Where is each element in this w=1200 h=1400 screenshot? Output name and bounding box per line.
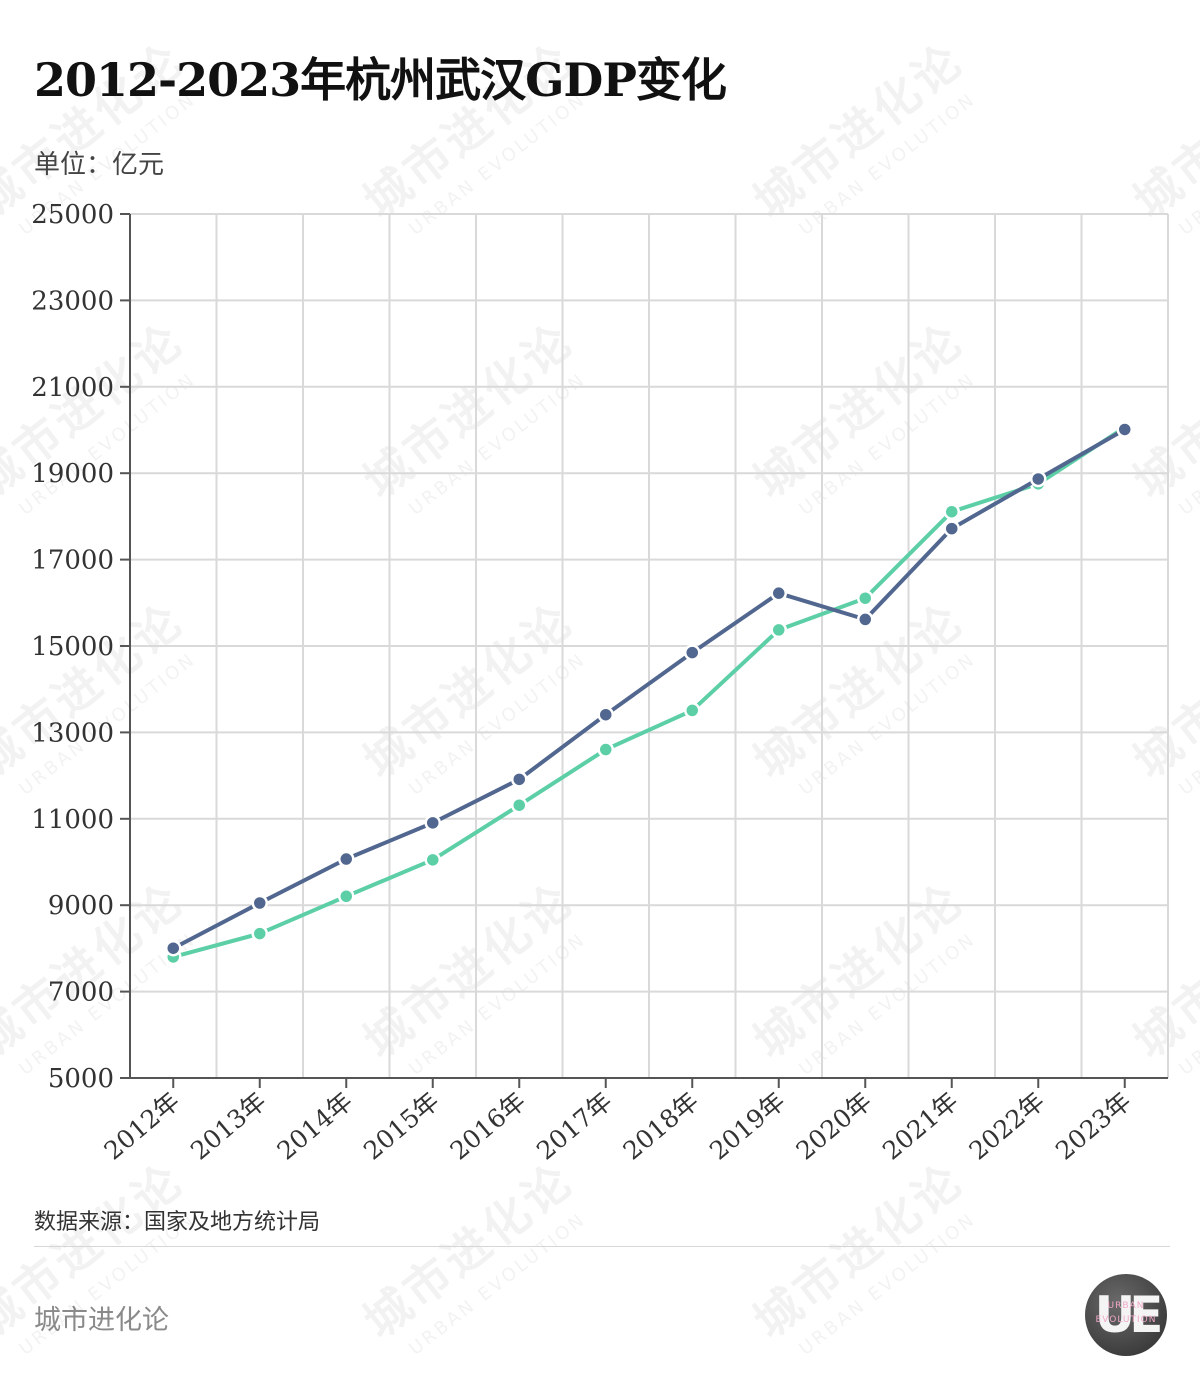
data-point: [1030, 470, 1047, 488]
unit-label: 单位：亿元: [34, 150, 165, 180]
data-point: [770, 584, 787, 602]
x-tick-label: 2014年: [272, 1086, 359, 1165]
data-point: [424, 814, 441, 832]
data-point: [338, 888, 355, 905]
x-tick-label: 2017年: [531, 1086, 618, 1165]
data-point: [597, 741, 614, 758]
y-tick-label: 17000: [31, 546, 114, 576]
y-tick-label: 5000: [48, 1064, 114, 1094]
watermark-subtext: URBAN EVOLUTION: [795, 1209, 980, 1360]
y-tick-label: 21000: [31, 373, 114, 403]
x-tick-label: 2019年: [704, 1086, 791, 1165]
x-tick-label: 2021年: [877, 1086, 964, 1165]
y-tick-label: 11000: [31, 805, 114, 835]
x-tick-label: 2016年: [445, 1086, 532, 1165]
gdp-line-chart: 5000 7000 9000 11000 13000 15000 17000 19000 210…: [31, 200, 1169, 1166]
data-point: [857, 611, 874, 628]
y-tick-label: 15000: [31, 632, 114, 662]
brand-name: 城市进化论: [34, 1305, 169, 1336]
data-point: [943, 503, 960, 520]
series-group: [165, 419, 1133, 966]
brand-logo: UE URBAN EVOLUTION: [1085, 1274, 1167, 1356]
data-point: [251, 925, 268, 942]
chart-grid: [130, 213, 1169, 1078]
x-tick-label: 2018年: [618, 1086, 705, 1165]
data-point: [684, 644, 701, 661]
data-source: 数据来源：国家及地方统计局: [34, 1210, 321, 1235]
data-point: [1116, 421, 1133, 438]
y-tick-label: 25000: [31, 200, 114, 230]
logo-text-evolution: EVOLUTION: [1095, 1315, 1157, 1325]
y-tick-label: 23000: [31, 286, 114, 316]
x-tick-label: 2022年: [964, 1086, 1051, 1165]
x-axis-ticks: 2012年 2013年 2014年 2015年 2016年 2017年 2018年 2019年…: [99, 1078, 1137, 1166]
series-line: [171, 425, 1127, 959]
y-axis-ticks: 5000 7000 9000 11000 13000 15000 17000 19000 210…: [31, 200, 130, 1094]
data-point: [943, 520, 960, 537]
page-title: 2012-2023年杭州武汉GDP变化: [34, 53, 727, 107]
data-point: [251, 894, 268, 912]
x-tick-label: 2012年: [99, 1086, 186, 1165]
logo-mark: UE: [1094, 1286, 1164, 1344]
y-tick-label: 9000: [48, 891, 114, 921]
footer-divider: [34, 1246, 1170, 1247]
watermark-subtext: URBAN EVOLUTION: [405, 1209, 590, 1360]
series-group: [165, 421, 1133, 957]
series-line: [171, 427, 1127, 951]
x-tick-label: 2015年: [358, 1086, 445, 1165]
logo-text-urban: URBAN: [1107, 1301, 1145, 1311]
data-point: [165, 939, 182, 957]
chart-series: [165, 419, 1133, 966]
y-tick-label: 19000: [31, 459, 114, 489]
x-tick-label: 2023年: [1050, 1086, 1137, 1165]
y-tick-label: 13000: [31, 718, 114, 748]
data-point: [338, 850, 355, 868]
data-point: [857, 589, 874, 607]
data-point: [597, 706, 614, 723]
data-point: [511, 796, 528, 814]
data-point: [424, 851, 441, 869]
data-point: [684, 702, 701, 719]
data-point: [511, 771, 528, 788]
x-tick-label: 2020年: [791, 1086, 878, 1165]
data-point: [770, 621, 787, 639]
y-tick-label: 7000: [48, 978, 114, 1008]
x-tick-label: 2013年: [185, 1086, 272, 1165]
